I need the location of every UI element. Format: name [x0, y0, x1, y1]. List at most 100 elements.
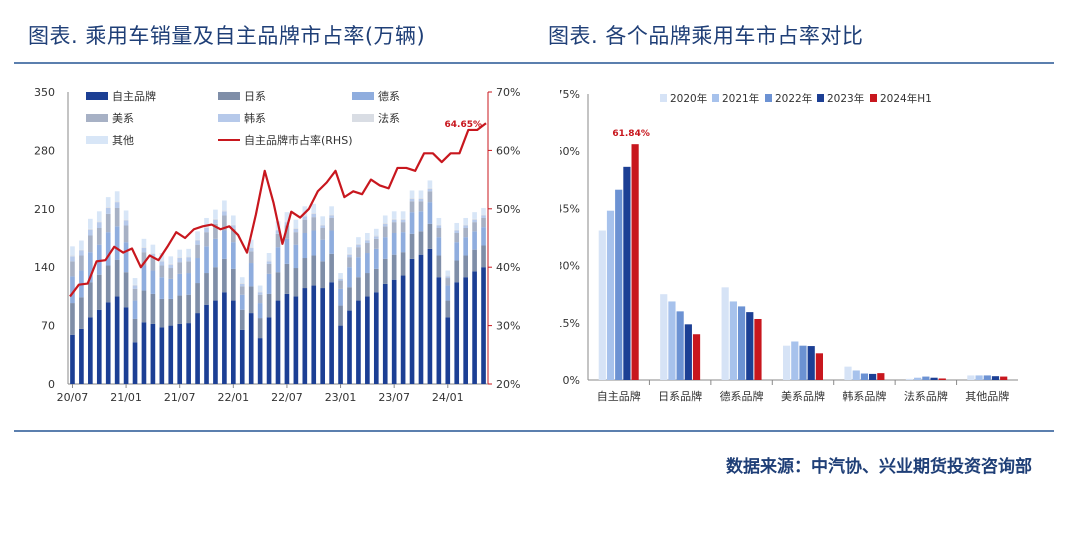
bar — [660, 294, 668, 380]
bar-segment — [275, 233, 281, 248]
bar-segment — [168, 263, 174, 265]
bar-segment — [231, 225, 236, 229]
legend-label: 2021年 — [722, 92, 759, 105]
bar-segment — [302, 215, 308, 217]
bar-segment — [222, 211, 227, 216]
bar-segment — [302, 206, 308, 216]
bar-segment — [123, 219, 129, 221]
bar-segment — [454, 230, 460, 233]
bar — [905, 378, 914, 380]
bar-segment — [88, 228, 93, 230]
legend-label: 美系 — [112, 112, 134, 125]
bar-segment — [365, 273, 370, 297]
bar-segment — [222, 200, 227, 211]
bar-segment — [400, 222, 406, 233]
bar-segment — [373, 235, 379, 237]
bar-segment — [114, 296, 120, 384]
bar-segment — [105, 207, 111, 208]
bar-segment — [356, 243, 361, 245]
bar-segment — [257, 285, 263, 292]
bar-segment — [105, 302, 111, 384]
bar-segment — [293, 228, 299, 233]
bar-segment — [463, 277, 468, 384]
bar-segment — [454, 232, 460, 243]
bar — [815, 353, 823, 380]
bar-segment — [302, 219, 308, 233]
bar-segment — [311, 217, 317, 231]
bar-segment — [159, 298, 165, 328]
bar-segment — [257, 291, 263, 293]
bar-segment — [257, 318, 263, 339]
bar-segment — [257, 292, 263, 295]
bar-segment — [96, 274, 102, 310]
y-right-tick-label: 60% — [496, 144, 520, 157]
bar — [754, 318, 762, 380]
bar — [623, 166, 631, 380]
bar-segment — [338, 280, 343, 289]
bar — [922, 376, 930, 380]
bar-segment — [347, 310, 352, 384]
bar-segment — [186, 323, 191, 384]
bar-segment — [105, 232, 111, 266]
bar-segment — [150, 323, 156, 384]
bar-segment — [213, 223, 218, 239]
bar-segment — [391, 254, 397, 280]
bar-segment — [70, 261, 75, 277]
bar-segment — [159, 277, 165, 299]
bar — [983, 375, 991, 380]
bar-segment — [373, 268, 379, 293]
bar-segment — [427, 180, 433, 188]
bar-segment — [123, 210, 129, 220]
bar — [1000, 376, 1008, 380]
bar-segment — [168, 278, 174, 299]
bar-segment — [123, 225, 129, 243]
bar-segment — [231, 228, 236, 243]
bar-segment — [88, 235, 93, 253]
bar-segment — [356, 257, 361, 278]
bar-segment — [436, 255, 442, 278]
bar-segment — [445, 300, 451, 318]
bar-segment — [266, 261, 272, 264]
bar-segment — [445, 317, 451, 384]
bar-segment — [373, 292, 379, 384]
bar-segment — [150, 258, 156, 271]
bar-segment — [222, 292, 227, 384]
sales-share-chart: 0 70 140 210 280 350 20% 30% 40% 50% 60% 70% 20/07 21… — [34, 86, 520, 404]
bar-segment — [338, 325, 343, 384]
top-divider — [14, 62, 1054, 64]
bar-segment — [141, 252, 147, 266]
bar-segment — [293, 232, 299, 245]
bar-segment — [338, 278, 343, 279]
category-label: 法系品牌 — [904, 389, 948, 403]
bar-segment — [123, 242, 129, 273]
bar-segment — [195, 244, 200, 259]
bar-segment — [427, 223, 433, 249]
bar-segment — [293, 244, 299, 269]
bar-segment — [248, 251, 254, 264]
y-tick-label: 0% — [563, 374, 580, 387]
bar-segment — [105, 265, 111, 303]
bar-segment — [204, 246, 209, 274]
bar-segment — [239, 329, 245, 384]
bar-segment — [239, 294, 245, 310]
category-label: 德系品牌 — [720, 389, 764, 403]
bar-segment — [365, 253, 370, 274]
bar-segment — [284, 225, 290, 239]
bar-segment — [329, 230, 334, 254]
bar-segment — [373, 238, 379, 249]
bar-segment — [141, 238, 147, 248]
share-line — [69, 122, 487, 298]
bar-segment — [195, 283, 200, 314]
category-label: 其他品牌 — [965, 389, 1009, 403]
y-tick-label: 30% — [560, 260, 580, 273]
bar-segment — [150, 253, 156, 254]
bar-segment — [239, 309, 245, 330]
bar-segment — [213, 300, 218, 384]
bar-segment — [213, 267, 218, 301]
bar-segment — [311, 230, 317, 256]
bar-segment — [248, 247, 254, 249]
bar-segment — [257, 303, 263, 319]
bar-segment — [472, 212, 477, 219]
bar-segment — [329, 206, 334, 215]
bar-segment — [436, 217, 442, 225]
